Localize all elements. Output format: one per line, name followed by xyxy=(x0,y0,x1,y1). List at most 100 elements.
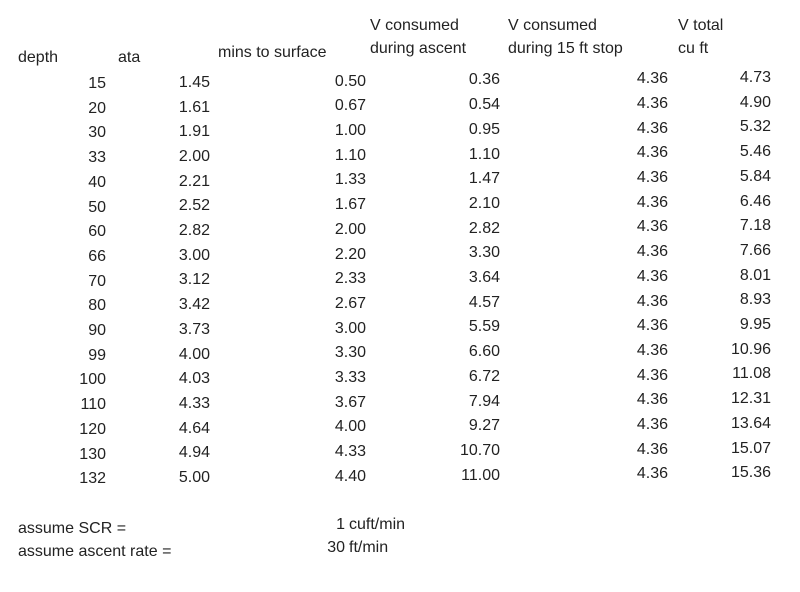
table-cell: 99 xyxy=(88,346,106,364)
table-cell: 110 xyxy=(80,396,106,414)
column-header: V consumed xyxy=(508,17,597,34)
table-cell: 4.94 xyxy=(178,444,210,462)
table-cell: 2.82 xyxy=(468,219,500,237)
table-cell: 2.21 xyxy=(178,172,210,190)
table-cell: 12.31 xyxy=(730,390,771,408)
table-cell: 4.33 xyxy=(178,394,210,412)
table-cell: 4.36 xyxy=(636,193,668,211)
table-cell: 9.27 xyxy=(468,417,500,435)
table-cell: 3.64 xyxy=(468,269,500,286)
table-cell: 4.36 xyxy=(636,292,668,310)
note-unit: ft/min xyxy=(349,539,389,556)
table-cell: 15.36 xyxy=(730,464,771,482)
table-cell: 2.20 xyxy=(334,245,366,263)
note-value: 1 xyxy=(336,516,345,533)
table-cell: 13.64 xyxy=(730,414,771,432)
table-cell: 6.46 xyxy=(739,192,771,210)
table-cell: 4.64 xyxy=(178,419,210,437)
table-cell: 1.47 xyxy=(468,170,500,188)
table-cell: 2.82 xyxy=(178,222,210,239)
table-cell: 10.96 xyxy=(730,340,771,358)
table-cell: 3.73 xyxy=(178,320,210,338)
table-cell: 3.00 xyxy=(334,319,366,337)
table-cell: 0.36 xyxy=(468,71,500,89)
table-cell: 6.60 xyxy=(468,343,500,361)
table-cell: 11.00 xyxy=(461,466,500,484)
table-cell: 20 xyxy=(88,99,106,117)
table-cell: 4.36 xyxy=(636,416,668,433)
table-cell: 7.94 xyxy=(468,392,500,410)
table-cell: 5.00 xyxy=(178,469,210,486)
table-cell: 0.95 xyxy=(468,120,500,138)
table-cell: 9.95 xyxy=(739,316,771,333)
table-cell: 1.91 xyxy=(178,123,210,141)
table-cell: 66 xyxy=(88,247,106,265)
table-cell: 3.67 xyxy=(334,393,366,411)
table-cell: 4.36 xyxy=(636,465,668,483)
column-header: V total xyxy=(678,17,724,34)
column-header: V consumed xyxy=(370,17,459,34)
table-cell: 0.50 xyxy=(334,72,366,90)
table-cell: 0.54 xyxy=(468,96,500,114)
table-cell: 1.45 xyxy=(178,73,210,91)
table-cell: 4.36 xyxy=(636,144,668,162)
column-header: ata xyxy=(118,49,141,66)
column-header: depth xyxy=(18,49,59,66)
note-label: assume ascent rate = xyxy=(18,543,172,560)
table-cell: 4.00 xyxy=(178,345,210,363)
table-cell: 4.33 xyxy=(334,443,366,461)
table-cell: 1.61 xyxy=(178,98,210,116)
table-cell: 50 xyxy=(88,198,106,216)
table-cell: 4.36 xyxy=(636,218,668,236)
table-cell: 4.73 xyxy=(739,69,771,86)
table-cell: 3.12 xyxy=(178,271,210,289)
table-cell: 1.33 xyxy=(334,171,366,189)
table-cell: 3.33 xyxy=(334,369,366,386)
table-cell: 4.36 xyxy=(636,341,668,359)
table-cell: 2.10 xyxy=(468,194,500,212)
table-cell: 1.00 xyxy=(334,122,366,139)
column-header: cu ft xyxy=(678,40,709,57)
table-cell: 80 xyxy=(88,297,106,315)
table-cell: 2.33 xyxy=(334,270,366,288)
table-cell: 4.36 xyxy=(636,440,668,458)
table-cell: 5.46 xyxy=(739,143,771,161)
table-cell: 8.01 xyxy=(739,266,771,284)
table-cell: 3.00 xyxy=(178,246,210,264)
table-cell: 4.00 xyxy=(334,418,366,436)
table-cell: 40 xyxy=(88,173,106,191)
column-header: mins to surface xyxy=(218,44,327,61)
table-cell: 1.67 xyxy=(334,196,366,214)
table-cell: 5.84 xyxy=(739,167,771,185)
table-cell: 7.18 xyxy=(739,217,771,235)
table-cell: 2.00 xyxy=(178,147,210,165)
table-cell: 33 xyxy=(88,149,106,167)
table-cell: 0.67 xyxy=(334,97,366,115)
table-cell: 15 xyxy=(88,75,106,92)
table-cell: 11.08 xyxy=(732,365,771,383)
table-cell: 132 xyxy=(79,470,106,488)
table-cell: 1.10 xyxy=(468,145,500,163)
table-cell: 4.90 xyxy=(739,93,771,111)
table-cell: 4.36 xyxy=(636,169,668,186)
table-cell: 30 xyxy=(88,124,106,142)
table-cell: 4.36 xyxy=(636,317,668,335)
table-cell: 100 xyxy=(79,371,106,389)
table-cell: 10.70 xyxy=(459,441,500,459)
table-cell: 2.00 xyxy=(334,220,366,238)
table-cell: 4.03 xyxy=(178,370,210,388)
table-cell: 4.36 xyxy=(636,366,668,384)
note-value: 30 xyxy=(327,539,345,556)
table-cell: 70 xyxy=(88,272,106,290)
table-cell: 6.72 xyxy=(468,367,500,385)
table-cell: 15.07 xyxy=(730,439,771,457)
table-cell: 4.40 xyxy=(334,467,366,485)
table-cell: 4.36 xyxy=(636,94,668,112)
table-cell: 60 xyxy=(88,223,106,241)
table-cell: 1.10 xyxy=(334,146,366,164)
table-cell: 4.36 xyxy=(636,70,668,88)
table-cell: 4.57 xyxy=(468,293,500,311)
table-cell: 5.32 xyxy=(739,118,771,136)
table-cell: 3.30 xyxy=(334,344,366,362)
table-cell: 3.42 xyxy=(178,296,210,314)
